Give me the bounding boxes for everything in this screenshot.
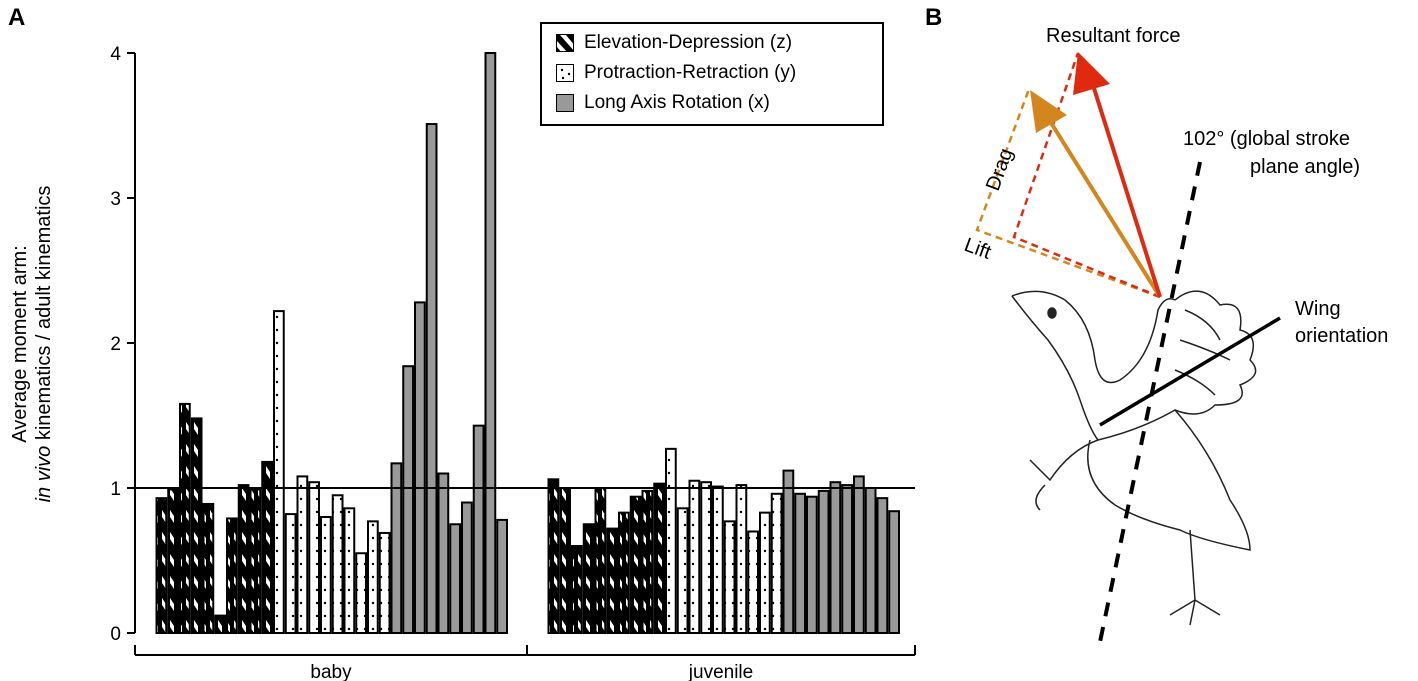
bar-juvenile-5-1 — [794, 492, 806, 634]
legend: Elevation-Depression (z) Protraction-Ret… — [540, 22, 884, 126]
orange-force-arrow — [1046, 116, 1162, 299]
bar-baby-2-3 — [425, 123, 438, 635]
bar-baby-0-7 — [237, 484, 250, 634]
bar-juvenile-5-7 — [864, 487, 877, 634]
bar-juvenile-3-7 — [629, 495, 642, 635]
legend-item-rotation: Long Axis Rotation (x) — [556, 92, 770, 114]
bar-juvenile-3-6 — [618, 511, 630, 635]
bar-juvenile-4-8 — [759, 511, 771, 635]
bar-juvenile-3-5 — [606, 527, 618, 634]
bar-baby-1-9 — [378, 531, 391, 635]
resultant-force-label: Resultant force — [1046, 25, 1181, 47]
legend-item-protraction: Protraction-Retraction (y) — [556, 62, 796, 84]
group-label-baby: baby — [310, 662, 352, 681]
panel-label-a: A — [8, 4, 26, 31]
legend-label: Elevation-Depression (z) — [584, 32, 793, 53]
bar-chart: 0 1 2 3 4 baby juvenile — [110, 44, 916, 681]
bar-baby-0-1 — [167, 488, 179, 635]
bar-juvenile-4-3 — [700, 481, 712, 635]
y-tick-label: 1 — [110, 479, 121, 500]
bar-baby-1-3 — [308, 481, 320, 635]
bar-juvenile-5-3 — [817, 489, 830, 634]
bar-baby-1-2 — [296, 475, 309, 634]
bar-juvenile-3-1 — [559, 487, 571, 634]
dotted-swatch-icon — [556, 64, 574, 82]
bar-juvenile-3-4 — [594, 487, 607, 634]
bird-force-diagram: Resultant force Drag Lift 102° (global s… — [961, 25, 1388, 643]
gray-swatch-icon — [556, 94, 574, 112]
bar-juvenile-4-0 — [665, 447, 677, 634]
bar-juvenile-5-5 — [841, 484, 853, 634]
bar-baby-0-8 — [249, 488, 262, 635]
red-component-lines — [1012, 52, 1161, 299]
bar-baby-2-6 — [461, 501, 473, 634]
wing-orientation-line — [1099, 316, 1281, 427]
angle-label-line2: plane angle) — [1250, 156, 1360, 178]
drag-label: Drag — [982, 145, 1018, 193]
bar-juvenile-3-3 — [582, 523, 595, 634]
wing-label-line1: Wing — [1295, 298, 1341, 320]
bar-baby-0-5 — [214, 614, 226, 634]
bar-baby-0-9 — [261, 460, 273, 634]
bar-juvenile-4-2 — [688, 479, 701, 634]
bar-juvenile-5-0 — [782, 469, 795, 634]
y-tick-label: 2 — [110, 334, 121, 355]
bar-baby-2-1 — [402, 365, 414, 634]
panel-label-b: B — [925, 4, 943, 31]
bar-juvenile-4-9 — [770, 492, 783, 634]
bar-baby-2-7 — [472, 424, 485, 634]
y-tick-label: 3 — [110, 189, 121, 210]
resultant-force-arrow — [1090, 81, 1162, 298]
bar-baby-2-0 — [390, 462, 403, 634]
bar-baby-2-2 — [414, 301, 426, 634]
y-tick-label: 0 — [110, 624, 121, 645]
bird-sketch — [1011, 290, 1257, 626]
hatched-swatch-icon — [556, 34, 574, 52]
bar-baby-1-1 — [284, 513, 297, 634]
bar-juvenile-3-2 — [571, 545, 583, 634]
lift-label: Lift — [961, 234, 994, 264]
bar-baby-1-5 — [331, 494, 344, 634]
legend-label: Long Axis Rotation (x) — [584, 92, 770, 113]
stroke-plane-line — [1098, 161, 1202, 643]
bar-juvenile-3-9 — [653, 482, 665, 634]
bar-baby-2-9 — [496, 518, 508, 635]
legend-item-elevation: Elevation-Depression (z) — [556, 32, 792, 54]
bar-juvenile-4-6 — [735, 484, 748, 634]
bar-baby-2-8 — [484, 52, 497, 634]
orange-arrowhead-icon — [1030, 90, 1067, 133]
y-tick-label: 4 — [110, 44, 121, 65]
bar-juvenile-5-4 — [829, 481, 842, 635]
legend-label: Protraction-Retraction (y) — [584, 62, 797, 83]
bar-juvenile-5-2 — [806, 495, 818, 635]
bar-juvenile-4-4 — [712, 485, 724, 634]
red-arrowhead-icon — [1073, 52, 1110, 95]
bar-baby-1-7 — [355, 552, 367, 634]
bar-juvenile-5-8 — [876, 497, 889, 634]
bar-juvenile-4-5 — [723, 520, 736, 634]
bar-juvenile-4-7 — [747, 530, 759, 634]
bar-baby-0-3 — [190, 417, 203, 634]
bar-baby-1-8 — [367, 520, 379, 634]
bar-baby-2-4 — [437, 472, 450, 634]
orange-component-lines — [975, 88, 1161, 299]
wing-label-line2: orientation — [1295, 325, 1388, 347]
bar-baby-0-4 — [202, 502, 215, 635]
bar-baby-0-6 — [226, 517, 238, 635]
bar-juvenile-4-1 — [676, 507, 689, 634]
bar-juvenile-5-6 — [853, 475, 865, 634]
bar-juvenile-5-9 — [888, 510, 900, 635]
bar-juvenile-3-8 — [641, 489, 654, 634]
bar-baby-1-4 — [320, 516, 332, 634]
angle-label-line1: 102° (global stroke — [1183, 128, 1350, 150]
bar-baby-1-0 — [273, 310, 285, 634]
bar-baby-2-5 — [449, 523, 461, 634]
group-label-juvenile: juvenile — [688, 662, 753, 681]
bar-baby-0-2 — [179, 402, 191, 634]
bar-juvenile-3-0 — [547, 478, 560, 634]
bar-baby-1-6 — [343, 507, 356, 634]
bar-baby-0-0 — [155, 497, 168, 634]
